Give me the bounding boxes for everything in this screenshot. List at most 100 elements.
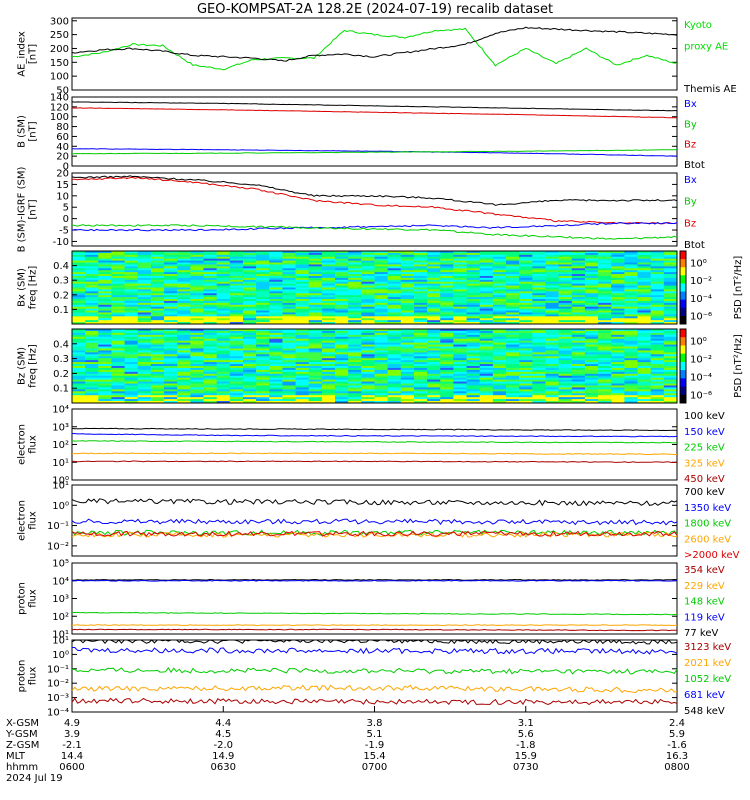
spectrogram-cell bbox=[663, 383, 678, 386]
spectrogram-cell bbox=[624, 366, 639, 369]
spectrogram-cell bbox=[598, 272, 612, 275]
spectrogram-cell bbox=[321, 274, 336, 277]
spectrogram-cell bbox=[137, 369, 152, 373]
spectrogram-cell bbox=[466, 268, 481, 271]
spectrogram-cell bbox=[663, 385, 678, 388]
spectrogram-cell bbox=[413, 389, 428, 392]
spectrogram-cell bbox=[492, 348, 507, 351]
spectrogram-cell bbox=[150, 399, 165, 402]
spectrogram-cell bbox=[164, 360, 178, 363]
spectrogram-cell bbox=[506, 342, 520, 346]
spectrogram-cell bbox=[150, 281, 165, 285]
spectrogram-cell bbox=[348, 334, 362, 338]
spectrogram-cell bbox=[387, 379, 402, 383]
spectrogram-cell bbox=[598, 393, 612, 396]
series-line bbox=[71, 624, 678, 627]
spectrogram-cell bbox=[269, 348, 283, 351]
spectrogram-cell bbox=[216, 354, 231, 357]
spectrogram-cell bbox=[624, 340, 639, 344]
spectrogram-cell bbox=[532, 330, 546, 334]
spectrogram-cell bbox=[321, 399, 336, 402]
spectrogram-cell bbox=[374, 397, 389, 400]
spectrogram-cell bbox=[348, 322, 362, 325]
spectrogram-cell bbox=[203, 256, 218, 260]
spectrogram-cell bbox=[453, 270, 468, 273]
spectrogram-cell bbox=[387, 251, 402, 254]
spectrogram-cell bbox=[611, 256, 625, 260]
spectrogram-cell bbox=[387, 338, 402, 342]
spectrogram-cell bbox=[558, 300, 573, 304]
spectrogram-cell bbox=[637, 320, 652, 323]
spectrogram-cell bbox=[492, 312, 507, 315]
spectrogram-cell bbox=[111, 316, 126, 319]
spectrogram-cell bbox=[177, 385, 191, 388]
spectrogram-cell bbox=[321, 270, 336, 273]
spectrogram-cell bbox=[571, 260, 586, 264]
spectrogram-cell bbox=[203, 322, 218, 325]
spectrogram-cell bbox=[413, 346, 428, 349]
spectrogram-cell bbox=[269, 268, 283, 271]
colorbar-segment bbox=[680, 267, 686, 276]
spectrogram-cell bbox=[413, 302, 428, 306]
spectrogram-cell bbox=[545, 397, 560, 400]
spectrogram-cell bbox=[282, 268, 297, 271]
spectrogram-cell bbox=[85, 399, 99, 402]
spectrogram-cell bbox=[177, 391, 191, 394]
spectrogram-cell bbox=[98, 308, 112, 312]
spectrogram-cell bbox=[532, 373, 546, 377]
spectrogram-cell bbox=[427, 322, 441, 325]
spectrogram-cell bbox=[532, 369, 546, 373]
spectrogram-cell bbox=[427, 268, 441, 271]
spectrogram-cell bbox=[650, 379, 665, 383]
spectrogram-cell bbox=[164, 346, 178, 349]
spectrogram-cell bbox=[150, 251, 165, 254]
spectrogram-cell bbox=[111, 389, 126, 392]
spectrogram-cell bbox=[164, 340, 178, 344]
spectrogram-cell bbox=[492, 320, 507, 323]
spectrogram-cell bbox=[98, 332, 112, 336]
spectrogram-cell bbox=[453, 371, 468, 375]
x-row-value: 5.1 bbox=[367, 729, 383, 740]
spectrogram-cell bbox=[335, 322, 349, 325]
spectrogram-cell bbox=[242, 354, 257, 357]
spectrogram-cell bbox=[611, 272, 625, 275]
spectrogram-cell bbox=[177, 275, 191, 279]
spectrogram-cell bbox=[85, 322, 99, 325]
spectrogram-cell bbox=[111, 266, 126, 269]
spectrogram-cell bbox=[282, 397, 297, 400]
spectrogram-cell bbox=[466, 332, 481, 336]
spectrogram-cell bbox=[164, 362, 178, 365]
spectrogram-cell bbox=[413, 277, 428, 281]
spectrogram-cell bbox=[400, 373, 415, 377]
spectrogram-cell bbox=[506, 266, 520, 269]
spectrogram-cell bbox=[584, 260, 599, 264]
spectrogram-cell bbox=[663, 395, 678, 398]
spectrogram-cell bbox=[295, 258, 310, 262]
y-tick-label: 10⁰ bbox=[52, 476, 69, 487]
spectrogram-cell bbox=[532, 302, 546, 306]
spectrogram-cell bbox=[256, 274, 270, 277]
spectrogram-cell bbox=[269, 340, 283, 344]
spectrogram-cell bbox=[335, 270, 349, 273]
spectrogram-cell bbox=[203, 371, 218, 375]
spectrogram-cell bbox=[558, 322, 573, 325]
spectrogram-cell bbox=[85, 264, 99, 267]
spectrogram-cell bbox=[637, 279, 652, 283]
spectrogram-cell bbox=[256, 379, 270, 383]
spectrogram-cell bbox=[506, 383, 520, 386]
spectrogram-cell bbox=[150, 272, 165, 275]
spectrogram-cell bbox=[190, 362, 205, 365]
spectrogram-cell bbox=[479, 287, 494, 290]
spectrogram-cell bbox=[335, 268, 349, 271]
spectrogram-cell bbox=[453, 346, 468, 349]
spectrogram-cell bbox=[164, 354, 178, 357]
spectrogram-cell bbox=[348, 354, 362, 357]
spectrogram-cell bbox=[85, 314, 99, 317]
spectrogram-cell bbox=[216, 320, 231, 323]
spectrogram-cell bbox=[177, 312, 191, 315]
spectrogram-cell bbox=[72, 338, 86, 342]
spectrogram-cell bbox=[321, 334, 336, 338]
spectrogram-cell bbox=[571, 258, 586, 262]
spectrogram-cell bbox=[466, 297, 481, 300]
